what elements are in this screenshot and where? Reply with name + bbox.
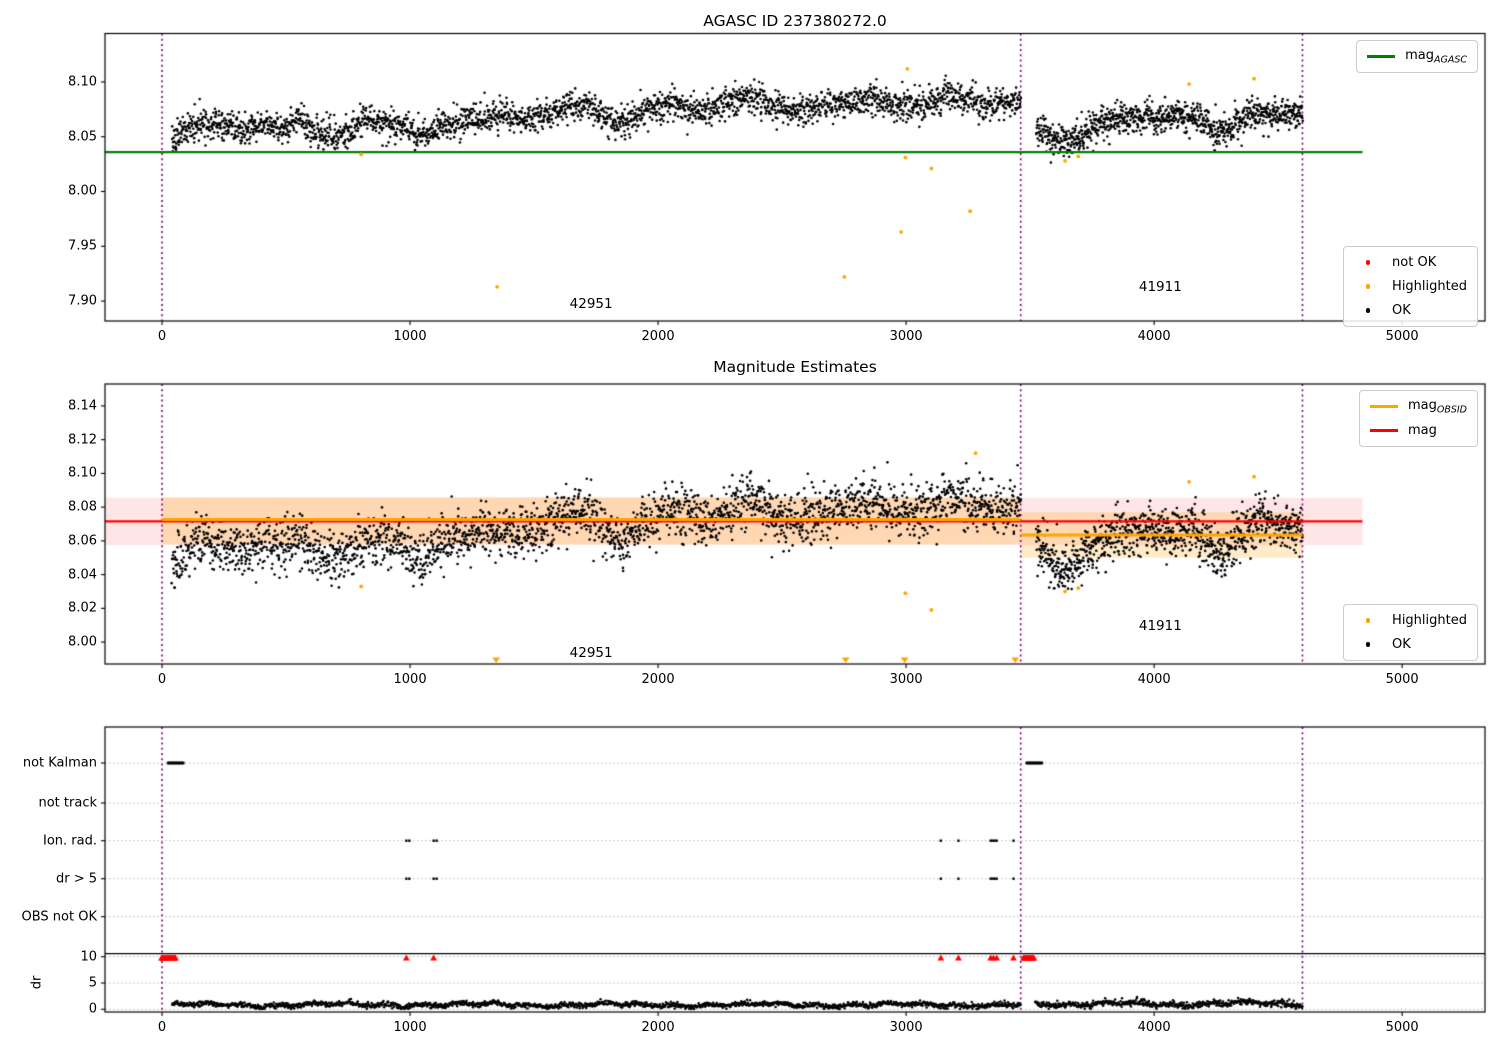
flag-row-label: dr > 5 xyxy=(55,871,97,887)
x-tick-label: 4000 xyxy=(1137,1020,1171,1035)
dr-tick-label: 10 xyxy=(80,949,97,965)
legend-row: magOBSID xyxy=(1369,397,1467,416)
dr-tick-label: 5 xyxy=(88,975,97,991)
legend-label: OK xyxy=(1392,637,1411,652)
legend-label: Highlighted xyxy=(1392,279,1467,294)
x-tick-label: 0 xyxy=(157,1020,167,1035)
red-line-swatch xyxy=(1369,429,1398,432)
x-tick-label: 3000 xyxy=(889,672,923,687)
legend-row: mag xyxy=(1369,422,1467,439)
legend-row: OK xyxy=(1354,302,1467,319)
flag-row-label: Ion. rad. xyxy=(43,833,97,849)
legend-row: Highlighted xyxy=(1354,612,1467,629)
y-tick-label: 8.04 xyxy=(68,567,97,583)
y-tick-label: 8.05 xyxy=(68,129,97,145)
y-tick-label: 8.06 xyxy=(68,533,97,549)
x-tick-label: 3000 xyxy=(889,1020,923,1035)
x-tick-label: 2000 xyxy=(641,1020,675,1035)
y-tick-label: 8.14 xyxy=(68,398,97,414)
legend-mag-agasc: magAGASC xyxy=(1356,40,1478,73)
x-tick-label: 5000 xyxy=(1385,329,1419,344)
flag-row-label: not Kalman xyxy=(22,755,97,771)
legend-label: Highlighted xyxy=(1392,613,1467,628)
legend-label: magOBSID xyxy=(1407,397,1467,416)
orange-dot-swatch xyxy=(1354,284,1382,289)
black-dot-swatch xyxy=(1354,642,1382,647)
legend-label: not OK xyxy=(1392,255,1437,270)
x-tick-label: 5000 xyxy=(1385,672,1419,687)
green-line-swatch xyxy=(1367,55,1396,58)
legend-row: magAGASC xyxy=(1367,48,1467,65)
y-tick-label: 8.12 xyxy=(68,432,97,448)
y-tick-label: 8.00 xyxy=(68,183,97,199)
top-plot-title: AGASC ID 237380272.0 xyxy=(703,12,887,30)
y-tick-label: 8.00 xyxy=(68,634,97,650)
legend-row: not OK xyxy=(1354,254,1467,271)
x-tick-label: 2000 xyxy=(641,329,675,344)
x-tick-label: 4000 xyxy=(1137,329,1171,344)
red-dot-swatch xyxy=(1354,260,1382,265)
x-tick-label: 1000 xyxy=(393,329,427,344)
x-tick-label: 5000 xyxy=(1385,1020,1419,1035)
obsid-annotation: 41911 xyxy=(1138,618,1182,635)
y-tick-label: 7.95 xyxy=(68,238,97,254)
x-tick-label: 1000 xyxy=(393,1020,427,1035)
y-tick-label: 7.90 xyxy=(68,293,97,309)
legend-label: OK xyxy=(1392,303,1411,318)
legend-label: mag xyxy=(1407,423,1437,438)
x-tick-label: 0 xyxy=(157,672,167,687)
x-tick-label: 4000 xyxy=(1137,672,1171,687)
dr-axis-label: dr xyxy=(29,975,45,990)
obsid-annotation: 42951 xyxy=(569,645,613,662)
legend-mag-obsid: magOBSID mag xyxy=(1358,390,1478,447)
legend-top-markers: not OK Highlighted OK xyxy=(1343,246,1478,327)
dr-tick-label: 0 xyxy=(88,1001,97,1017)
middle-plot-title: Magnitude Estimates xyxy=(713,358,877,376)
y-tick-label: 8.08 xyxy=(68,499,97,515)
x-tick-label: 2000 xyxy=(641,672,675,687)
y-tick-label: 8.10 xyxy=(68,74,97,90)
legend-label: magAGASC xyxy=(1405,47,1467,66)
legend-row: Highlighted xyxy=(1354,278,1467,295)
y-tick-label: 8.02 xyxy=(68,600,97,616)
orange-dot-swatch xyxy=(1354,618,1382,623)
x-tick-label: 1000 xyxy=(393,672,427,687)
x-tick-label: 0 xyxy=(157,329,167,344)
orange-line-swatch xyxy=(1369,405,1398,408)
y-tick-label: 8.10 xyxy=(68,465,97,481)
flag-row-label: not track xyxy=(38,795,97,811)
legend-row: OK xyxy=(1354,636,1467,653)
obsid-annotation: 41911 xyxy=(1138,278,1182,295)
flag-row-label: OBS not OK xyxy=(21,909,98,925)
legend-mid-markers: Highlighted OK xyxy=(1343,604,1478,661)
obsid-annotation: 42951 xyxy=(569,296,613,313)
black-dot-swatch xyxy=(1354,308,1382,313)
x-tick-label: 3000 xyxy=(889,329,923,344)
